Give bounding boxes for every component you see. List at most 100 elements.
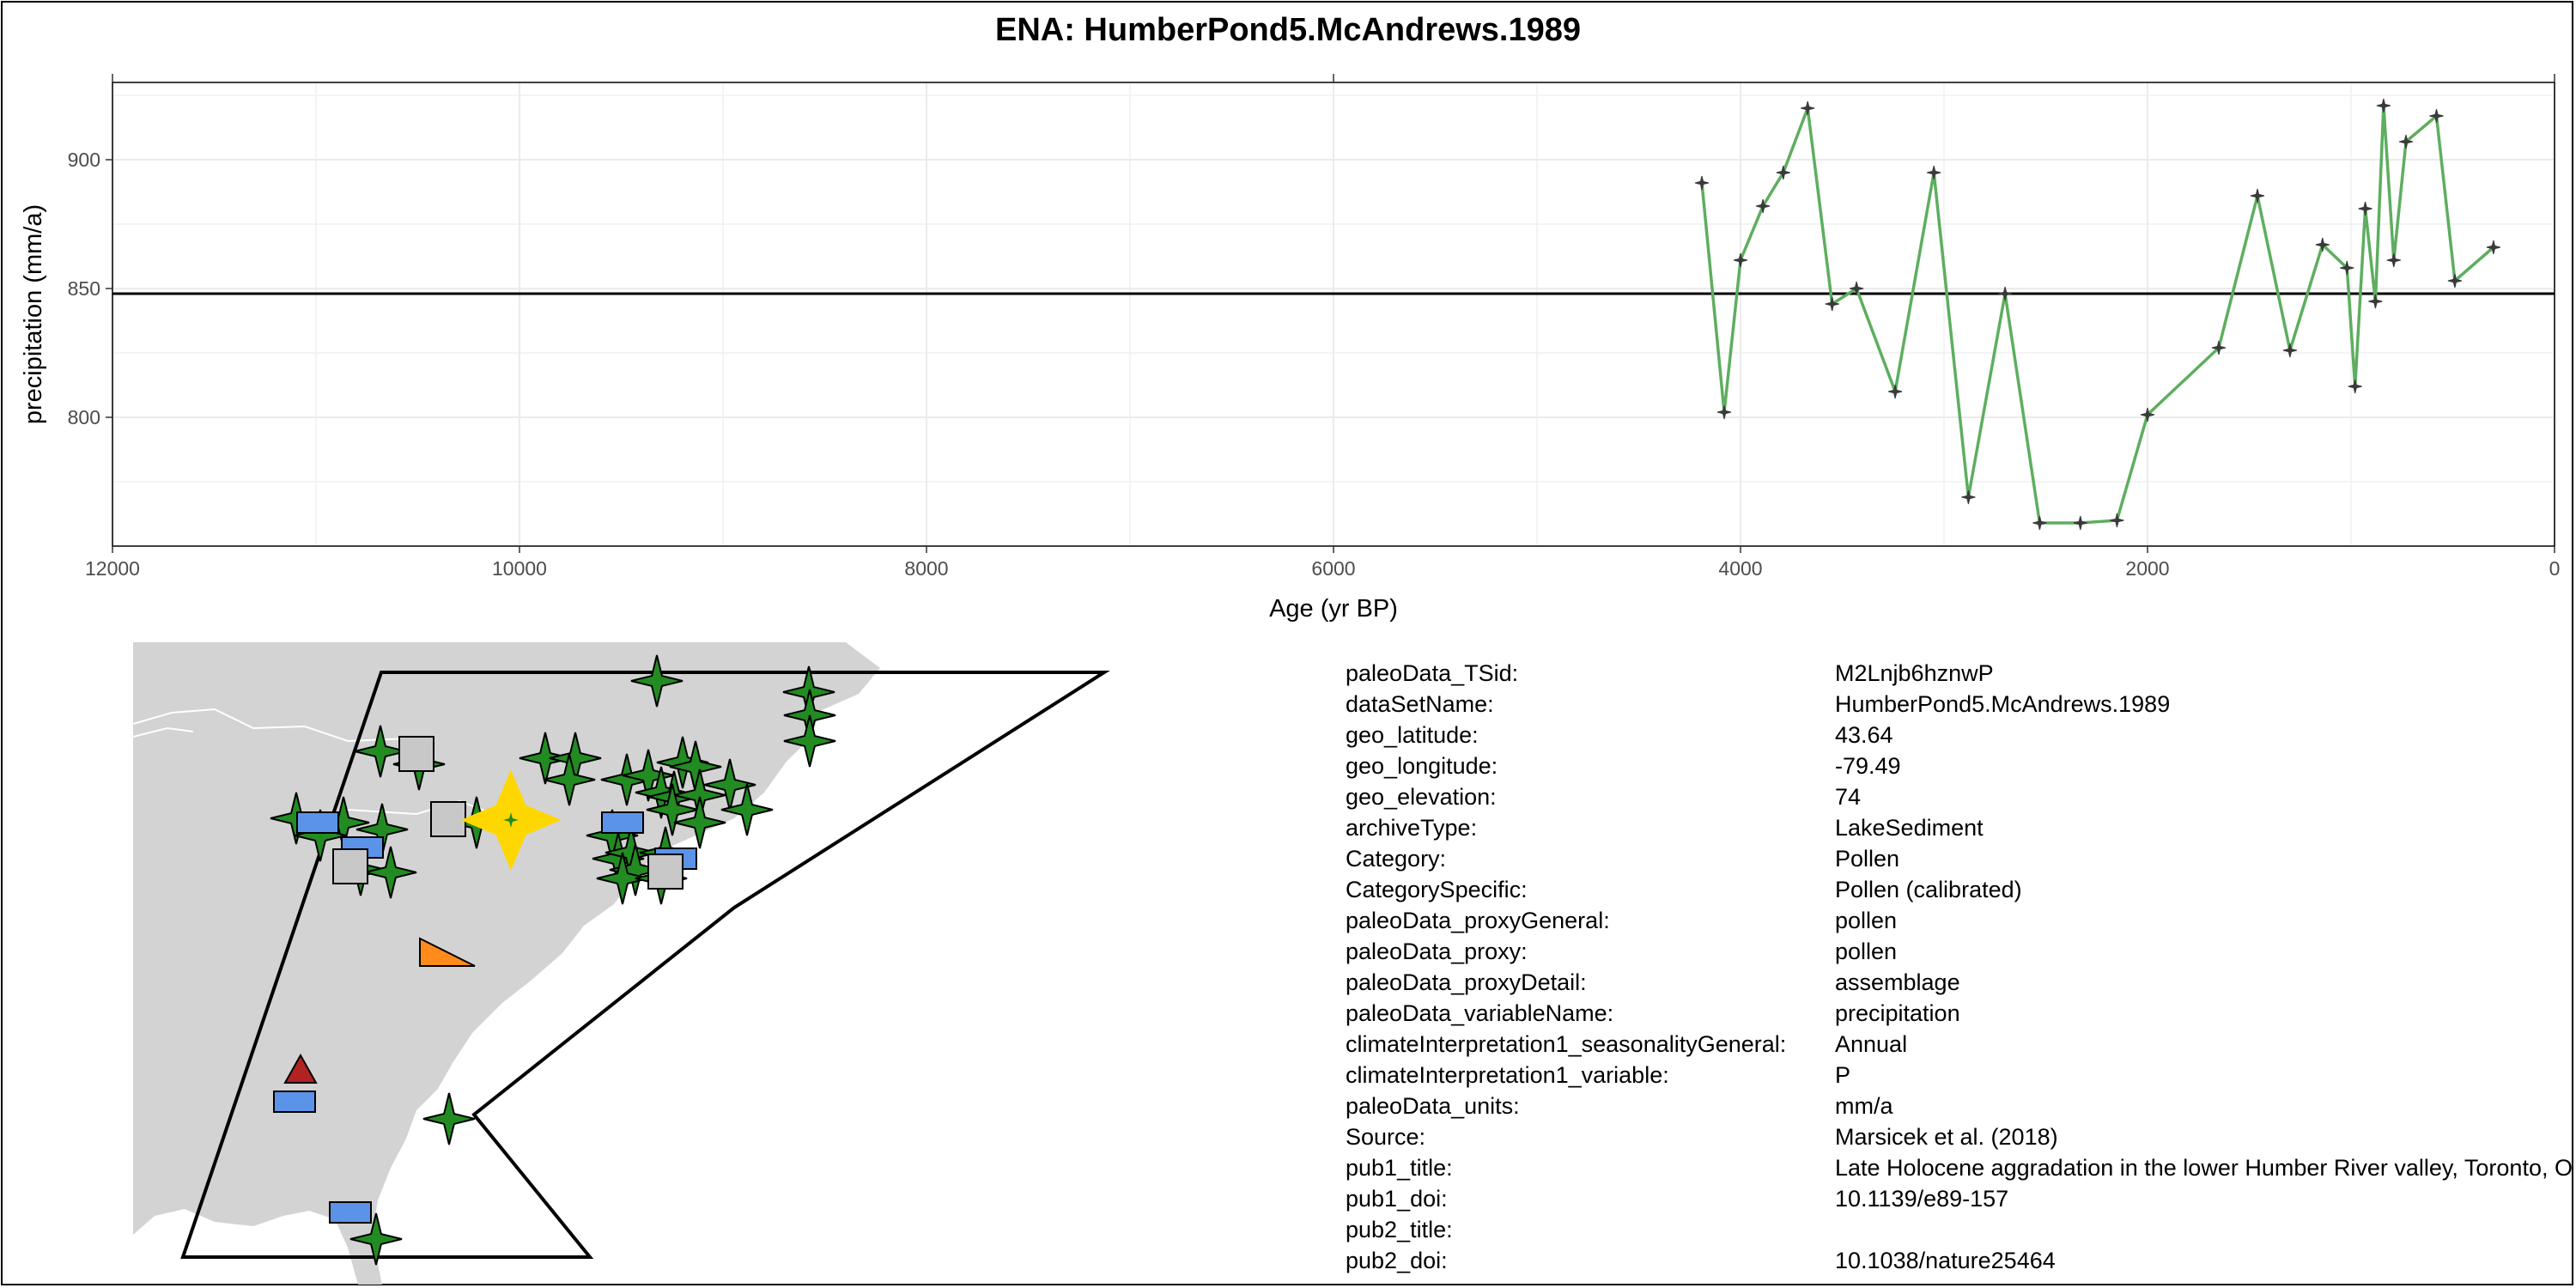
metadata-row: geo_elevation: 74 [1346, 781, 2573, 812]
data-point [1801, 100, 1815, 116]
metadata-key: CategorySpecific: [1346, 877, 1528, 902]
data-point [2368, 294, 2383, 309]
metadata-key: paleoData_units: [1346, 1093, 1520, 1119]
site-rect-marker [273, 1091, 316, 1113]
metadata-row: pub2_title: [1346, 1214, 2573, 1245]
site-star-marker [630, 654, 683, 708]
site-star-marker [519, 732, 572, 785]
metadata-row: Category: Pollen [1346, 843, 2573, 874]
metadata-value: precipitation [1835, 1000, 1960, 1026]
site-star-marker [596, 852, 649, 905]
x-tick-label: 0 [2549, 557, 2561, 580]
data-point [1997, 286, 2013, 301]
metadata-key: dataSetName: [1346, 691, 1494, 717]
metadata-row: dataSetName: HumberPond5.McAndrews.1989 [1346, 689, 2573, 720]
y-tick-label: 800 [68, 406, 100, 428]
metadata-row: CategorySpecific: Pollen (calibrated) [1346, 874, 2573, 905]
metadata-key: geo_elevation: [1346, 784, 1497, 810]
metadata-key: paleoData_variableName: [1346, 1000, 1614, 1026]
y-tick-label: 850 [68, 277, 100, 300]
data-point [2211, 340, 2227, 355]
data-point [1716, 404, 1732, 420]
site-star-marker [349, 1212, 403, 1266]
site-star-marker [673, 796, 726, 849]
site-star-marker [364, 846, 417, 899]
metadata-row: paleoData_proxyGeneral: pollen [1346, 905, 2573, 936]
metadata-value: Late Holocene aggradation in the lower H… [1835, 1155, 2573, 1181]
series-line [1700, 105, 2495, 525]
x-axis-title: Age (yr BP) [1269, 595, 1398, 623]
site-star-marker [543, 753, 596, 806]
landmass [133, 642, 880, 1285]
data-point [2429, 108, 2444, 124]
site-square-marker [332, 848, 368, 884]
metadata-table: paleoData_TSid: M2Lnjb6hznwP dataSetName: H… [1346, 658, 2573, 1285]
series-layer [1694, 98, 2501, 531]
data-point [1755, 198, 1771, 214]
site-star-marker [354, 725, 407, 778]
metadata-key: Category: [1346, 846, 1447, 872]
site-rect-marker [329, 1201, 372, 1224]
site-star-marker [422, 1092, 476, 1145]
site-wedge-marker [419, 937, 476, 967]
site-square-marker [398, 736, 434, 772]
metadata-value: Annual [1835, 1031, 1908, 1057]
metadata-value: M2Lnjb6hznwP [1835, 660, 1994, 686]
metadata-row: pub1_doi: 10.1139/e89-157 [1346, 1183, 2573, 1214]
site-square-marker [430, 801, 466, 837]
metadata-row: climateInterpretation1_variable: P [1346, 1060, 2573, 1091]
metadata-row: paleoData_units: mm/a [1346, 1091, 2573, 1121]
metadata-row: paleoData_TSid: M2Lnjb6hznwP [1346, 658, 2573, 689]
metadata-value: P [1835, 1062, 1851, 1088]
data-point [2386, 252, 2401, 268]
site-map [133, 642, 1110, 1285]
data-point [1733, 252, 1748, 268]
metadata-row: climateInterpretation1_seasonalityGenera… [1346, 1029, 2573, 1060]
data-point [2348, 379, 2362, 394]
metadata-row: archiveType: LakeSediment [1346, 812, 2573, 843]
y-tick-label: 900 [68, 149, 100, 171]
data-point [2140, 407, 2155, 422]
data-point [2340, 260, 2354, 276]
data-point [2398, 134, 2414, 149]
data-point [2358, 201, 2372, 216]
metadata-row: pub2_doi: 10.1038/nature25464 [1346, 1245, 2573, 1276]
metadata-value: 43.64 [1835, 722, 1893, 748]
metadata-key: geo_longitude: [1346, 753, 1498, 779]
metadata-value: assemblage [1835, 969, 1960, 995]
metadata-key: paleoData_proxyDetail: [1346, 969, 1587, 995]
metadata-value: -79.49 [1835, 753, 1901, 779]
x-tick-label: 8000 [904, 557, 948, 580]
metadata-value: 74 [1835, 784, 1862, 810]
data-point [1825, 296, 1839, 312]
data-point [1694, 175, 1710, 191]
metadata-key: Source: [1346, 1124, 1426, 1150]
site-triangle-marker [283, 1053, 318, 1084]
metadata-value: LakeSediment [1835, 815, 1984, 841]
data-point [1927, 165, 1941, 180]
metadata-key: paleoData_proxyGeneral: [1346, 908, 1610, 933]
metadata-row: geo_longitude: -79.49 [1346, 750, 2573, 781]
metadata-key: climateInterpretation1_seasonalityGenera… [1346, 1031, 1787, 1057]
x-tick-label: 4000 [1718, 557, 1762, 580]
border-line [133, 708, 409, 743]
site-square-marker [647, 854, 683, 890]
data-point [2315, 237, 2330, 252]
y-axis-title: precipitation (mm/a) [20, 204, 47, 424]
metadata-key: geo_latitude: [1346, 722, 1479, 748]
metadata-value: Pollen (calibrated) [1835, 877, 2022, 902]
target-site-center [503, 812, 519, 828]
metadata-row: paleoData_proxy: pollen [1346, 936, 2573, 967]
metadata-key: archiveType: [1346, 815, 1478, 841]
metadata-value: mm/a [1835, 1093, 1893, 1119]
site-star-marker [720, 783, 774, 836]
site-star-marker [783, 714, 836, 768]
chart-title: ENA: HumberPond5.McAndrews.1989 [994, 12, 1582, 48]
metadata-value: pollen [1835, 939, 1898, 964]
data-point [2073, 515, 2087, 531]
metadata-key: pub2_doi: [1346, 1248, 1448, 1273]
metadata-key: climateInterpretation1_variable: [1346, 1062, 1669, 1088]
data-point [1776, 165, 1790, 180]
axes: 12000 10000 8000 6000 4000 2000 0 800 850 900 [68, 74, 2561, 580]
